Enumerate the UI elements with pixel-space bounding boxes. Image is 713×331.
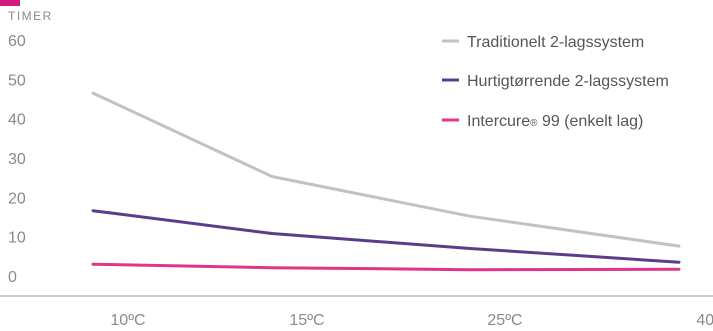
y-tick-label: 30 xyxy=(8,151,26,168)
y-tick-label: 0 xyxy=(8,269,17,286)
title-accent xyxy=(0,0,20,6)
legend-item: Hurtigtørrende 2-lagssystem xyxy=(442,73,669,90)
series-line-0 xyxy=(91,91,681,248)
legend-label-name: Intercure xyxy=(467,113,530,130)
y-axis-unit-label: TIMER xyxy=(8,9,53,23)
legend-label: Intercure® 99 (enkelt lag) xyxy=(467,113,643,130)
y-tick-label: 10 xyxy=(8,230,26,247)
series-line-2 xyxy=(91,262,681,272)
legend: Traditionelt 2-lagssystem Hurtigtørrende … xyxy=(442,34,669,130)
legend-item: Intercure® 99 (enkelt lag) xyxy=(442,113,643,130)
y-tick-label: 50 xyxy=(8,72,26,89)
y-tick-label: 60 xyxy=(8,33,26,50)
legend-label: Hurtigtørrende 2-lagssystem xyxy=(467,73,669,90)
x-axis-ticks: 10ºC 15ºC 25ºC 40ºC xyxy=(110,312,713,329)
x-tick-label: 40ºC xyxy=(696,312,713,329)
y-axis-ticks: 60 50 40 30 20 10 0 xyxy=(8,33,26,286)
series-lines xyxy=(91,91,681,272)
x-tick-label: 25ºC xyxy=(487,312,522,329)
y-tick-label: 40 xyxy=(8,112,26,129)
legend-label: Traditionelt 2-lagssystem xyxy=(467,34,644,51)
series-line-1 xyxy=(91,209,681,264)
legend-label-suffix: 99 (enkelt lag) xyxy=(538,113,644,130)
x-tick-label: 15ºC xyxy=(289,312,324,329)
legend-item: Traditionelt 2-lagssystem xyxy=(442,34,644,51)
y-tick-label: 20 xyxy=(8,190,26,207)
registered-mark: ® xyxy=(530,118,538,129)
x-tick-label: 10ºC xyxy=(110,312,145,329)
